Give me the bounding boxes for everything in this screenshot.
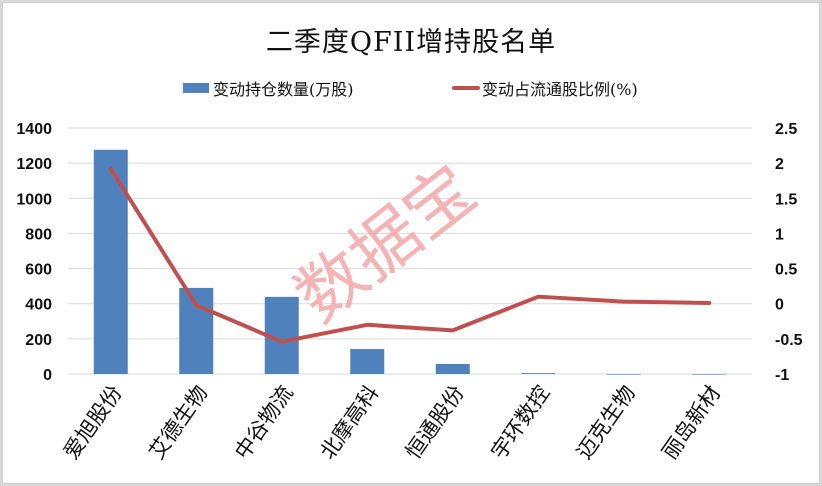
- legend-item-bar: 变动持仓数量(万股): [183, 76, 354, 100]
- category-label: 宇环数控: [487, 381, 555, 464]
- bar: [692, 374, 727, 375]
- left-tick-label: 1000: [16, 191, 52, 208]
- legend-line-swatch-icon: [452, 86, 480, 90]
- category-label: 中谷物流: [230, 381, 298, 464]
- left-tick-label: 0: [43, 367, 52, 384]
- left-tick-label: 400: [25, 297, 52, 314]
- right-tick-label: 2: [775, 156, 784, 173]
- left-tick-label: 800: [25, 226, 52, 243]
- bar: [521, 373, 556, 374]
- watermark: 数据宝: [281, 150, 490, 338]
- legend-label-bar: 变动持仓数量(万股): [213, 80, 354, 99]
- left-tick-label: 600: [25, 262, 52, 279]
- right-tick-label: 0.5: [775, 262, 797, 279]
- legend-item-line: 变动占流通股比例(%): [452, 76, 638, 100]
- category-label: 北摩高科: [316, 381, 384, 464]
- right-tick-label: 1: [775, 226, 784, 243]
- right-tick-label: -1: [775, 367, 789, 384]
- legend-bar-swatch-icon: [183, 83, 209, 93]
- category-label: 丽岛新材: [658, 381, 726, 464]
- bar: [606, 374, 641, 375]
- right-tick-label: 1.5: [775, 191, 797, 208]
- left-tick-label: 1400: [16, 121, 52, 138]
- chart-legend: 变动持仓数量(万股) 变动占流通股比例(%): [0, 76, 822, 100]
- bar: [350, 349, 385, 374]
- line-path: [108, 166, 712, 344]
- right-axis-ticks: -1 -0.5 0 0.5 1 1.5 2 2.5: [775, 121, 803, 384]
- bar: [179, 287, 214, 374]
- chart-title: 二季度QFII增持股名单: [265, 27, 557, 58]
- left-tick-label: 1200: [16, 156, 52, 173]
- right-tick-label: 0: [775, 297, 784, 314]
- category-label: 爱旭股份: [59, 381, 127, 464]
- category-labels: 爱旭股份 艾德生物 中谷物流 北摩高科 恒通股份 宇环数控 迈克生物 丽岛新材: [59, 381, 725, 464]
- bar: [435, 363, 470, 374]
- left-tick-label: 200: [25, 332, 52, 349]
- right-tick-label: -0.5: [775, 332, 803, 349]
- left-axis-ticks: 0 200 400 600 800 1000 1200 1400: [16, 121, 52, 384]
- category-label: 恒通股份: [401, 381, 469, 464]
- line-series: [108, 166, 712, 344]
- watermark-text: 数据宝: [281, 150, 490, 338]
- category-label: 艾德生物: [145, 381, 213, 464]
- category-label: 迈克生物: [572, 381, 640, 464]
- bar: [93, 149, 128, 374]
- right-tick-label: 2.5: [775, 121, 797, 138]
- legend-label-line: 变动占流通股比例(%): [482, 80, 638, 99]
